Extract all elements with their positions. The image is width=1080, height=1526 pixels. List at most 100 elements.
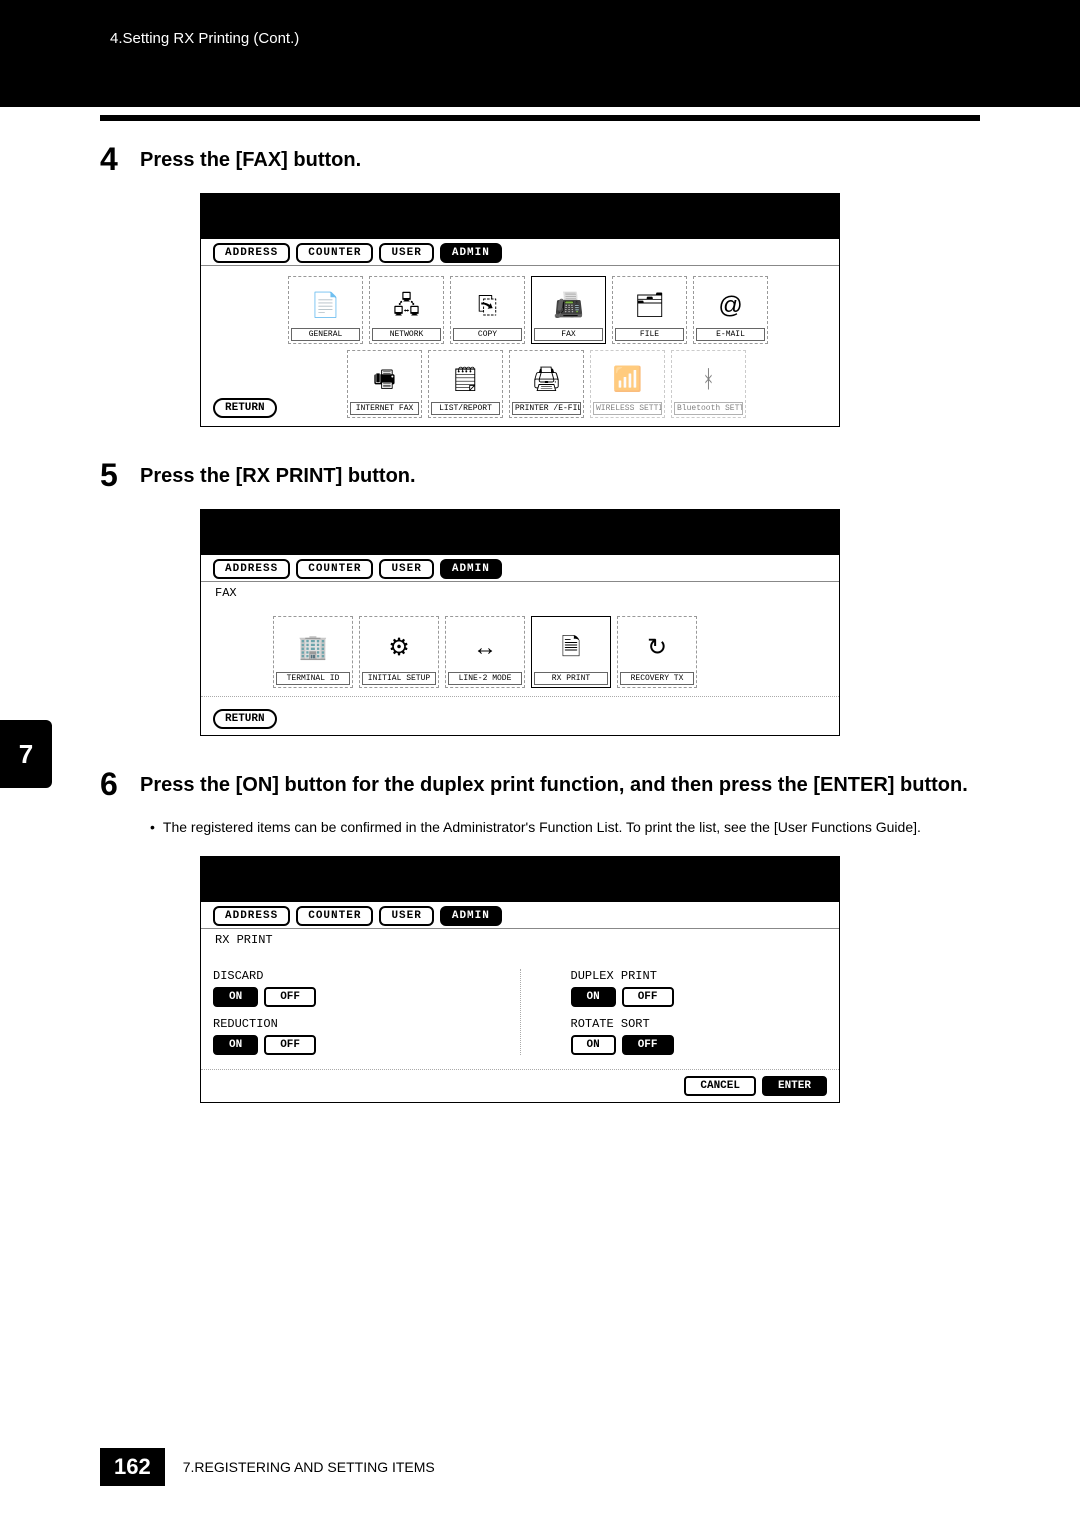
copy-icon: ⎘: [478, 283, 497, 328]
printer-icon: 🖨: [531, 357, 561, 402]
step-number: 6: [100, 766, 140, 803]
general-label: GENERAL: [291, 328, 360, 341]
tab-address[interactable]: ADDRESS: [213, 906, 290, 926]
recovery-label: RECOVERY TX: [620, 672, 694, 685]
icon-row-2: 🖷 INTERNET FAX 🗒 LIST/REPORT 🖨 PRINTER /…: [347, 350, 827, 418]
file-label: FILE: [615, 328, 684, 341]
network-icon: 🖧: [393, 283, 420, 328]
initial-button[interactable]: ⚙ INITIAL SETUP: [359, 616, 439, 688]
step-text: Press the [ON] button for the duplex pri…: [140, 766, 980, 797]
tab-bar: ADDRESS COUNTER USER ADMIN: [201, 555, 839, 582]
fax-button[interactable]: 📠 FAX: [531, 276, 606, 344]
reduction-label: REDUCTION: [213, 1017, 470, 1031]
screenshot-3: ADDRESS COUNTER USER ADMIN RX PRINT DISC…: [200, 856, 840, 1103]
step-number: 4: [100, 141, 140, 178]
wireless-label: WIRELESS SETTINGS: [593, 402, 662, 415]
step-number: 5: [100, 457, 140, 494]
screen-subtitle: FAX: [201, 582, 839, 606]
step-6: 6 Press the [ON] button for the duplex p…: [100, 766, 980, 803]
copy-label: COPY: [453, 328, 522, 341]
screenshot-2: ADDRESS COUNTER USER ADMIN FAX 🏢 TERMINA…: [200, 509, 840, 736]
divider: [520, 969, 521, 1055]
reduction-off-button[interactable]: OFF: [264, 1035, 316, 1055]
note-text: The registered items can be confirmed in…: [163, 818, 921, 838]
discard-off-button[interactable]: OFF: [264, 987, 316, 1007]
terminal-button[interactable]: 🏢 TERMINAL ID: [273, 616, 353, 688]
duplex-on-button[interactable]: ON: [571, 987, 616, 1007]
tab-counter[interactable]: COUNTER: [296, 243, 373, 263]
internetfax-label: INTERNET FAX: [350, 402, 419, 415]
rxprint-button[interactable]: 🗎 RX PRINT: [531, 616, 611, 688]
wireless-button[interactable]: 📶 WIRELESS SETTINGS: [590, 350, 665, 418]
step-text: Press the [RX PRINT] button.: [140, 457, 980, 488]
tab-address[interactable]: ADDRESS: [213, 559, 290, 579]
chapter-tab: 7: [0, 720, 52, 788]
step-text: Press the [FAX] button.: [140, 141, 980, 172]
rxprint-label: RX PRINT: [534, 672, 608, 685]
tab-bar: ADDRESS COUNTER USER ADMIN: [201, 239, 839, 266]
initial-label: INITIAL SETUP: [362, 672, 436, 685]
line2-label: LINE-2 MODE: [448, 672, 522, 685]
rotate-off-button[interactable]: OFF: [622, 1035, 674, 1055]
initial-icon: ⚙: [388, 623, 410, 672]
bluetooth-label: Bluetooth SETTINGS: [674, 402, 743, 415]
tab-bar: ADDRESS COUNTER USER ADMIN: [201, 902, 839, 929]
printer-label: PRINTER /E-FILING: [512, 402, 581, 415]
cancel-button[interactable]: CANCEL: [684, 1076, 756, 1096]
tab-counter[interactable]: COUNTER: [296, 906, 373, 926]
return-button[interactable]: RETURN: [213, 398, 277, 418]
line2-icon: ↔: [473, 623, 497, 672]
duplex-off-button[interactable]: OFF: [622, 987, 674, 1007]
listreport-icon: 🗒: [450, 357, 480, 402]
return-button[interactable]: RETURN: [213, 709, 277, 729]
internetfax-button[interactable]: 🖷 INTERNET FAX: [347, 350, 422, 418]
terminal-label: TERMINAL ID: [276, 672, 350, 685]
rotate-on-button[interactable]: ON: [571, 1035, 616, 1055]
tab-admin[interactable]: ADMIN: [440, 906, 502, 926]
network-button[interactable]: 🖧 NETWORK: [369, 276, 444, 344]
step-6-note: • The registered items can be confirmed …: [100, 818, 980, 838]
tab-user[interactable]: USER: [379, 243, 433, 263]
icon-row-1: 📄 GENERAL 🖧 NETWORK ⎘ COPY 📠 FAX 🗂: [288, 276, 827, 344]
breadcrumb: 4.Setting RX Printing (Cont.): [110, 30, 299, 47]
screenshot-1: ADDRESS COUNTER USER ADMIN 📄 GENERAL 🖧 N…: [200, 193, 840, 427]
bluetooth-button[interactable]: ᚼ Bluetooth SETTINGS: [671, 350, 746, 418]
fax-icon-row: 🏢 TERMINAL ID ⚙ INITIAL SETUP ↔ LINE-2 M…: [273, 616, 827, 688]
rotate-label: ROTATE SORT: [571, 1017, 828, 1031]
tab-admin[interactable]: ADMIN: [440, 243, 502, 263]
general-button[interactable]: 📄 GENERAL: [288, 276, 363, 344]
chapter-title: 7.REGISTERING AND SETTING ITEMS: [183, 1459, 435, 1475]
email-label: E-MAIL: [696, 328, 765, 341]
file-icon: 🗂: [634, 283, 664, 328]
email-button[interactable]: @ E-MAIL: [693, 276, 768, 344]
tab-user[interactable]: USER: [379, 906, 433, 926]
enter-button[interactable]: ENTER: [762, 1076, 827, 1096]
screenshot-titlebar: [201, 857, 839, 902]
discard-label: DISCARD: [213, 969, 470, 983]
bullet-icon: •: [150, 818, 155, 838]
printer-button[interactable]: 🖨 PRINTER /E-FILING: [509, 350, 584, 418]
section-rule: [100, 115, 980, 121]
email-icon: @: [718, 283, 742, 328]
file-button[interactable]: 🗂 FILE: [612, 276, 687, 344]
step-5: 5 Press the [RX PRINT] button.: [100, 457, 980, 494]
listreport-button[interactable]: 🗒 LIST/REPORT: [428, 350, 503, 418]
internetfax-icon: 🖷: [373, 357, 396, 402]
page-number: 162: [100, 1448, 165, 1486]
tab-counter[interactable]: COUNTER: [296, 559, 373, 579]
recovery-button[interactable]: ↻ RECOVERY TX: [617, 616, 697, 688]
copy-button[interactable]: ⎘ COPY: [450, 276, 525, 344]
discard-on-button[interactable]: ON: [213, 987, 258, 1007]
fax-label: FAX: [534, 328, 603, 341]
wireless-icon: 📶: [613, 357, 643, 402]
line2-button[interactable]: ↔ LINE-2 MODE: [445, 616, 525, 688]
step-4: 4 Press the [FAX] button.: [100, 141, 980, 178]
tab-admin[interactable]: ADMIN: [440, 559, 502, 579]
listreport-label: LIST/REPORT: [431, 402, 500, 415]
reduction-on-button[interactable]: ON: [213, 1035, 258, 1055]
tab-user[interactable]: USER: [379, 559, 433, 579]
duplex-label: DUPLEX PRINT: [571, 969, 828, 983]
screen-subtitle: RX PRINT: [201, 929, 839, 953]
recovery-icon: ↻: [647, 623, 667, 672]
tab-address[interactable]: ADDRESS: [213, 243, 290, 263]
